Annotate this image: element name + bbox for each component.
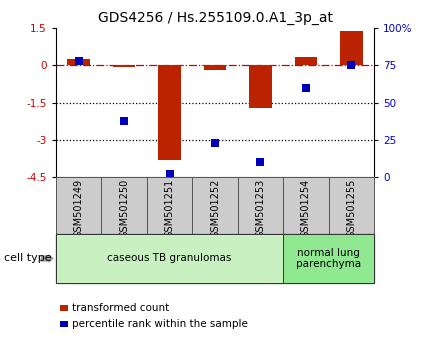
Point — [212, 140, 218, 145]
Text: GSM501250: GSM501250 — [119, 179, 129, 238]
Point — [121, 118, 128, 123]
Bar — [204, 65, 226, 70]
Bar — [67, 59, 90, 65]
Text: GSM501254: GSM501254 — [301, 179, 311, 238]
Point — [348, 63, 355, 68]
Bar — [101, 177, 147, 234]
Bar — [295, 57, 317, 65]
Point — [257, 159, 264, 165]
Title: GDS4256 / Hs.255109.0.A1_3p_at: GDS4256 / Hs.255109.0.A1_3p_at — [98, 11, 332, 24]
Text: GSM501252: GSM501252 — [210, 179, 220, 238]
Text: normal lung
parenchyma: normal lung parenchyma — [296, 247, 361, 269]
Text: transformed count: transformed count — [72, 303, 169, 313]
Bar — [147, 177, 192, 234]
Bar — [283, 177, 329, 234]
Text: cell type: cell type — [4, 253, 52, 263]
Bar — [192, 177, 238, 234]
Text: caseous TB granulomas: caseous TB granulomas — [108, 253, 232, 263]
Text: GSM501249: GSM501249 — [74, 179, 83, 238]
Bar — [158, 65, 181, 160]
Bar — [238, 177, 283, 234]
Point — [75, 58, 82, 64]
Bar — [56, 177, 101, 234]
Point — [166, 171, 173, 177]
Bar — [283, 234, 374, 283]
Text: GSM501253: GSM501253 — [255, 179, 265, 238]
Text: GSM501251: GSM501251 — [165, 179, 175, 238]
Bar — [329, 177, 374, 234]
Point — [302, 85, 309, 91]
Bar — [113, 65, 135, 67]
Text: GSM501255: GSM501255 — [347, 179, 356, 238]
Bar — [249, 65, 272, 108]
Text: percentile rank within the sample: percentile rank within the sample — [72, 319, 248, 329]
Bar — [56, 234, 283, 283]
Bar — [340, 31, 363, 65]
